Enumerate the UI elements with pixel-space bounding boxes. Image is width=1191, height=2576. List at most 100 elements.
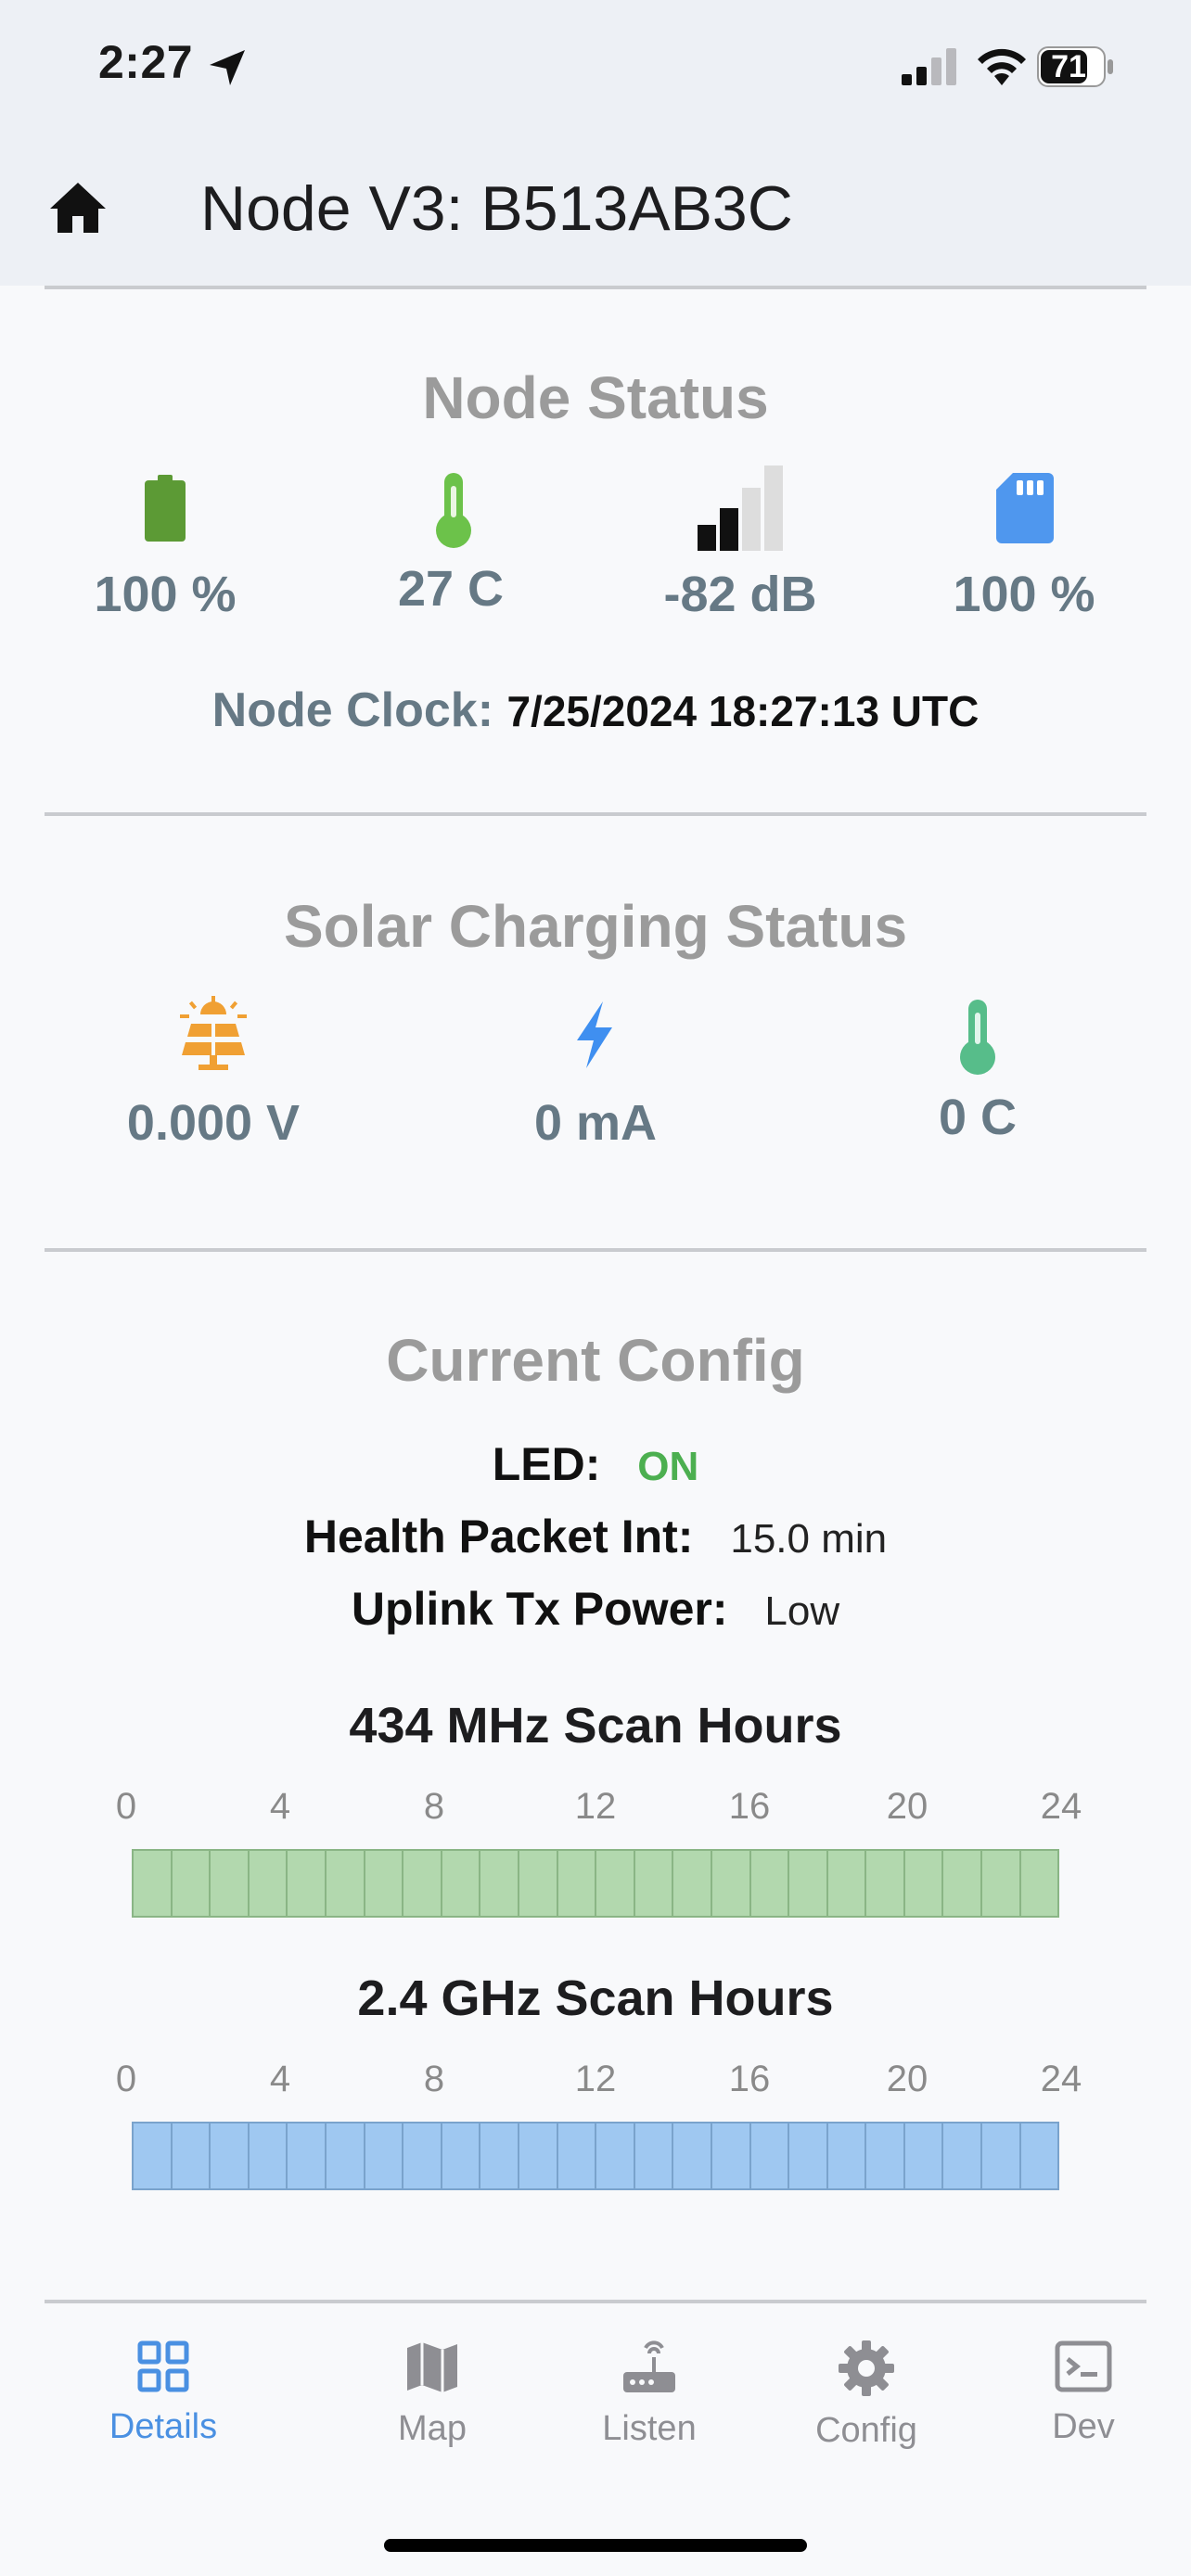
scan-24-hour-cell[interactable] (980, 2122, 1021, 2190)
scan-24-title: 2.4 GHz Scan Hours (357, 1970, 834, 2026)
scan-24-hour-cell[interactable] (324, 2122, 365, 2190)
home-icon[interactable] (48, 179, 108, 236)
scan-434-hour-cell[interactable] (209, 1849, 250, 1918)
scan-24-tick: 4 (269, 2059, 291, 2099)
led-row: LED: ON (0, 1437, 1191, 1491)
tab-bar-divider (45, 2300, 1146, 2303)
tab-config[interactable]: Config (774, 2340, 959, 2451)
tab-dev[interactable]: Dev (991, 2340, 1176, 2447)
tab-details-label: Details (109, 2407, 218, 2446)
home-indicator (384, 2539, 807, 2552)
scan-434-hour-cell[interactable] (286, 1849, 327, 1918)
scan-24-hour-cell[interactable] (864, 2122, 905, 2190)
scan-24-hour-cell[interactable] (826, 2122, 867, 2190)
storage-value: 100 % (953, 567, 1095, 622)
scan-24-hour-cell[interactable] (633, 2122, 674, 2190)
scan-434-hour-cell[interactable] (517, 1849, 558, 1918)
scan-434-hour-cell[interactable] (440, 1849, 481, 1918)
scan-434-hour-cell[interactable] (672, 1849, 712, 1918)
uplink-power-value: Low (764, 1588, 840, 1634)
grid-icon (137, 2340, 189, 2392)
scan-434-hour-cell[interactable] (1018, 1849, 1060, 1918)
header-divider (45, 286, 1146, 289)
temperature-value: 27 C (397, 561, 505, 617)
scan-24-hour-cell[interactable] (595, 2122, 635, 2190)
scan-24-hour-cell[interactable] (941, 2122, 983, 2190)
tab-listen[interactable]: Listen (557, 2340, 742, 2449)
scan-434-hour-cell[interactable] (941, 1849, 983, 1918)
scan-24-hour-cell[interactable] (1018, 2122, 1060, 2190)
scan-24-hour-cell[interactable] (286, 2122, 327, 2190)
scan-434-hour-cell[interactable] (132, 1849, 173, 1918)
scan-24-hour-cell[interactable] (440, 2122, 481, 2190)
wifi-icon (978, 48, 1026, 85)
scan-24-hour-cell[interactable] (672, 2122, 712, 2190)
uplink-power-row: Uplink Tx Power: Low (0, 1582, 1191, 1636)
scan-24-hour-cell[interactable] (132, 2122, 173, 2190)
scan-24-hour-cell[interactable] (247, 2122, 288, 2190)
scan-434-hour-cell[interactable] (864, 1849, 905, 1918)
tab-dev-label: Dev (1052, 2407, 1115, 2446)
scan-434-hour-cell[interactable] (710, 1849, 751, 1918)
tab-config-label: Config (815, 2411, 917, 2450)
scan-24-hour-cell[interactable] (903, 2122, 944, 2190)
scan-24-ticks: 0 4 8 12 16 20 24 (0, 2059, 1191, 2105)
scan-24-hour-cell[interactable] (749, 2122, 790, 2190)
tab-bar (0, 2303, 1191, 2576)
location-arrow-icon (210, 50, 245, 85)
battery-percent-label: 71 (1051, 49, 1086, 84)
cellular-signal-icon (902, 48, 956, 85)
app-header (0, 139, 1191, 286)
node-clock-value: 7/25/2024 18:27:13 UTC (506, 687, 980, 735)
scan-24-hour-cell[interactable] (788, 2122, 828, 2190)
scan-24-hour-cell[interactable] (556, 2122, 597, 2190)
scan-24-hour-cell[interactable] (363, 2122, 404, 2190)
scan-24-hour-cell[interactable] (209, 2122, 250, 2190)
scan-24-hour-cell[interactable] (517, 2122, 558, 2190)
tab-details[interactable]: Details (70, 2340, 256, 2447)
battery-value: 100 % (94, 567, 237, 622)
status-time: 2:27 (98, 36, 194, 88)
scan-434-hour-cell[interactable] (402, 1849, 442, 1918)
scan-434-hour-cell[interactable] (324, 1849, 365, 1918)
scan-434-hour-cell[interactable] (980, 1849, 1021, 1918)
tab-map-label: Map (398, 2409, 467, 2448)
scan-24-hour-cell[interactable] (170, 2122, 211, 2190)
scan-434-hour-cell[interactable] (363, 1849, 404, 1918)
scan-24-hour-cell[interactable] (479, 2122, 519, 2190)
battery-status-icon (1037, 46, 1113, 87)
tab-listen-label: Listen (602, 2409, 697, 2448)
scan-434-tick: 16 (728, 1786, 771, 1827)
scan-24-hour-cell[interactable] (710, 2122, 751, 2190)
scan-434-hour-cell[interactable] (170, 1849, 211, 1918)
scan-24-hour-cell[interactable] (402, 2122, 442, 2190)
scan-434-hour-bar[interactable] (132, 1849, 1189, 1918)
scan-434-tick: 4 (269, 1786, 291, 1827)
uplink-power-label: Uplink Tx Power: (351, 1583, 728, 1635)
health-packet-label: Health Packet Int: (303, 1511, 694, 1562)
node-status-title: Node Status (422, 364, 769, 431)
scan-434-hour-cell[interactable] (903, 1849, 944, 1918)
scan-24-tick: 8 (423, 2059, 445, 2099)
signal-value: -82 dB (663, 567, 817, 622)
scan-434-tick: 12 (574, 1786, 617, 1827)
scan-434-hour-cell[interactable] (633, 1849, 674, 1918)
scan-434-tick: 0 (115, 1786, 137, 1827)
scan-434-hour-cell[interactable] (788, 1849, 828, 1918)
sd-card-icon (996, 473, 1054, 543)
scan-434-hour-cell[interactable] (556, 1849, 597, 1918)
scan-434-hour-cell[interactable] (826, 1849, 867, 1918)
signal-strength-icon (698, 465, 783, 551)
scan-24-hour-bar[interactable] (132, 2122, 1189, 2190)
health-packet-value: 15.0 min (730, 1516, 888, 1562)
scan-434-hour-cell[interactable] (749, 1849, 790, 1918)
scan-434-tick: 24 (1040, 1786, 1082, 1827)
solar-temperature-value: 0 C (938, 1090, 1018, 1145)
scan-434-hour-cell[interactable] (247, 1849, 288, 1918)
scan-434-hour-cell[interactable] (595, 1849, 635, 1918)
page-title: Node V3: B513AB3C (200, 173, 793, 244)
thermometer-icon (436, 473, 471, 548)
scan-434-hour-cell[interactable] (479, 1849, 519, 1918)
tab-map[interactable]: Map (339, 2340, 525, 2449)
lightning-bolt-icon (577, 1001, 612, 1068)
